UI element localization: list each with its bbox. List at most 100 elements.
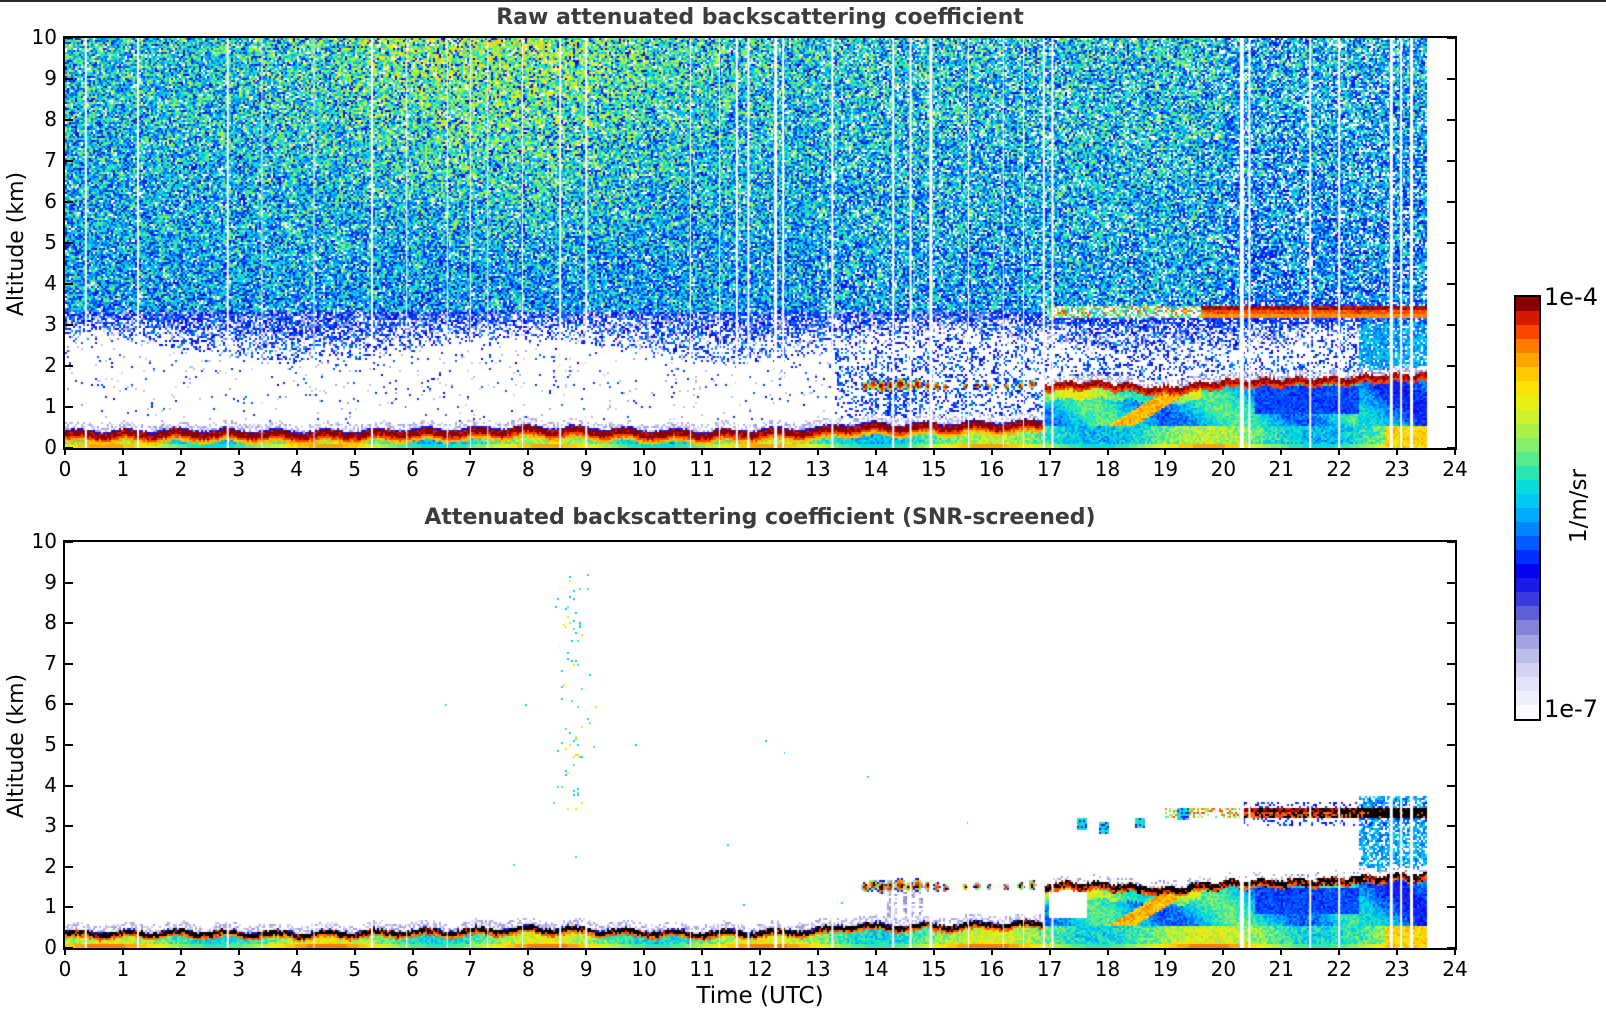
y-tick-mark-right bbox=[1447, 744, 1455, 746]
y-tick-mark-left bbox=[65, 160, 73, 162]
y-tick-label: 0 bbox=[44, 435, 57, 459]
y-axis-label-bottom: Altitude (km) bbox=[4, 673, 29, 819]
x-tick-label: 23 bbox=[1384, 457, 1410, 481]
colorbar-segment bbox=[1516, 704, 1539, 719]
colorbar-segment bbox=[1516, 381, 1539, 396]
y-tick-mark-left bbox=[65, 406, 73, 408]
colorbar-segment bbox=[1516, 311, 1539, 326]
x-tick-mark bbox=[1338, 948, 1341, 955]
y-tick-mark-right bbox=[1447, 447, 1455, 449]
y-tick-mark-left bbox=[65, 622, 73, 625]
x-tick-label: 7 bbox=[464, 957, 477, 981]
y-tick-label: 4 bbox=[44, 271, 57, 295]
x-tick-label: 9 bbox=[579, 957, 593, 981]
x-tick-mark bbox=[527, 948, 530, 955]
y-tick-mark-left bbox=[65, 662, 73, 665]
x-tick-label: 5 bbox=[348, 457, 361, 481]
x-tick-mark bbox=[759, 448, 761, 455]
x-tick-label: 18 bbox=[1094, 957, 1121, 981]
x-tick-label: 19 bbox=[1152, 957, 1179, 981]
x-tick-label: 22 bbox=[1326, 957, 1352, 981]
y-tick-mark-right bbox=[1447, 406, 1455, 408]
y-tick-mark-right bbox=[1447, 622, 1455, 625]
x-tick-label: 20 bbox=[1210, 457, 1237, 481]
y-tick-label: 0 bbox=[44, 935, 57, 959]
colorbar-segment bbox=[1516, 465, 1539, 480]
x-tick-label: 12 bbox=[747, 957, 773, 981]
colorbar-segment bbox=[1516, 325, 1539, 340]
x-tick-label: 10 bbox=[631, 957, 657, 981]
colorbar-segment bbox=[1516, 676, 1539, 691]
y-tick-mark-left bbox=[65, 541, 73, 543]
screened-heatmap-canvas bbox=[65, 542, 1455, 948]
x-tick-label: 21 bbox=[1268, 957, 1294, 981]
x-tick-mark bbox=[411, 948, 414, 955]
x-tick-mark bbox=[1222, 948, 1225, 955]
x-tick-label: 11 bbox=[689, 457, 715, 481]
colorbar-segment bbox=[1516, 662, 1539, 677]
x-tick-mark bbox=[64, 948, 66, 955]
x-tick-mark bbox=[295, 948, 298, 955]
y-tick-mark-left bbox=[65, 119, 73, 121]
y-tick-mark-left bbox=[65, 242, 73, 244]
x-tick-label: 13 bbox=[805, 957, 831, 981]
y-tick-mark-right bbox=[1447, 541, 1455, 543]
y-tick-label: 9 bbox=[44, 569, 57, 594]
y-tick-mark-right bbox=[1447, 365, 1455, 367]
y-tick-mark-right bbox=[1447, 581, 1455, 584]
x-tick-label: 20 bbox=[1210, 957, 1237, 981]
x-tick-mark bbox=[295, 448, 298, 455]
y-tick-label: 2 bbox=[44, 353, 57, 377]
x-tick-label: 19 bbox=[1152, 457, 1179, 481]
x-tick-mark bbox=[816, 948, 819, 955]
colorbar-max-label: 1e-4 bbox=[1544, 283, 1598, 311]
x-tick-label: 17 bbox=[1036, 457, 1063, 481]
x-tick-label: 3 bbox=[232, 957, 246, 981]
y-tick-label: 10 bbox=[31, 529, 57, 553]
y-tick-mark-right bbox=[1447, 825, 1455, 828]
x-tick-mark bbox=[1338, 448, 1341, 455]
x-tick-label: 0 bbox=[58, 957, 72, 981]
y-tick-mark-right bbox=[1447, 784, 1455, 787]
x-tick-label: 2 bbox=[174, 457, 188, 481]
colorbar-unit-label: 1/m/sr bbox=[1566, 469, 1592, 543]
colorbar-segment bbox=[1516, 353, 1539, 368]
colorbar-segment bbox=[1516, 606, 1539, 621]
x-tick-mark bbox=[874, 948, 877, 955]
y-tick-mark-right bbox=[1447, 283, 1455, 285]
y-tick-mark-left bbox=[65, 825, 73, 828]
y-tick-label: 7 bbox=[44, 148, 57, 172]
y-tick-mark-left bbox=[65, 703, 73, 706]
x-tick-mark bbox=[932, 448, 935, 455]
x-tick-mark bbox=[990, 448, 993, 455]
x-tick-mark bbox=[353, 948, 356, 955]
x-tick-mark bbox=[1222, 448, 1225, 455]
x-tick-mark bbox=[411, 448, 414, 455]
x-tick-label: 0 bbox=[58, 457, 72, 481]
colorbar-segment bbox=[1516, 423, 1539, 438]
y-tick-label: 5 bbox=[44, 230, 57, 254]
x-tick-mark bbox=[1048, 448, 1051, 455]
y-tick-mark-right bbox=[1447, 865, 1455, 868]
y-tick-label: 4 bbox=[44, 772, 57, 797]
y-tick-mark-left bbox=[65, 283, 73, 285]
x-tick-mark bbox=[121, 448, 124, 455]
x-tick-label: 8 bbox=[521, 957, 535, 981]
y-tick-mark-right bbox=[1447, 703, 1455, 706]
x-tick-mark bbox=[1164, 448, 1167, 455]
y-tick-mark-right bbox=[1447, 324, 1455, 326]
x-tick-label: 18 bbox=[1094, 457, 1121, 481]
y-tick-mark-left bbox=[65, 947, 73, 949]
y-tick-mark-right bbox=[1447, 201, 1455, 203]
x-tick-label: 6 bbox=[406, 457, 419, 481]
colorbar-segment bbox=[1516, 578, 1539, 593]
y-tick-mark-left bbox=[65, 365, 73, 367]
y-tick-label: 5 bbox=[44, 732, 57, 756]
window-top-edge bbox=[0, 0, 1606, 2]
x-tick-mark bbox=[1396, 448, 1399, 455]
x-tick-label: 4 bbox=[290, 457, 304, 481]
x-tick-mark bbox=[816, 448, 819, 455]
y-tick-mark-left bbox=[65, 865, 73, 868]
x-tick-mark bbox=[1396, 948, 1399, 955]
